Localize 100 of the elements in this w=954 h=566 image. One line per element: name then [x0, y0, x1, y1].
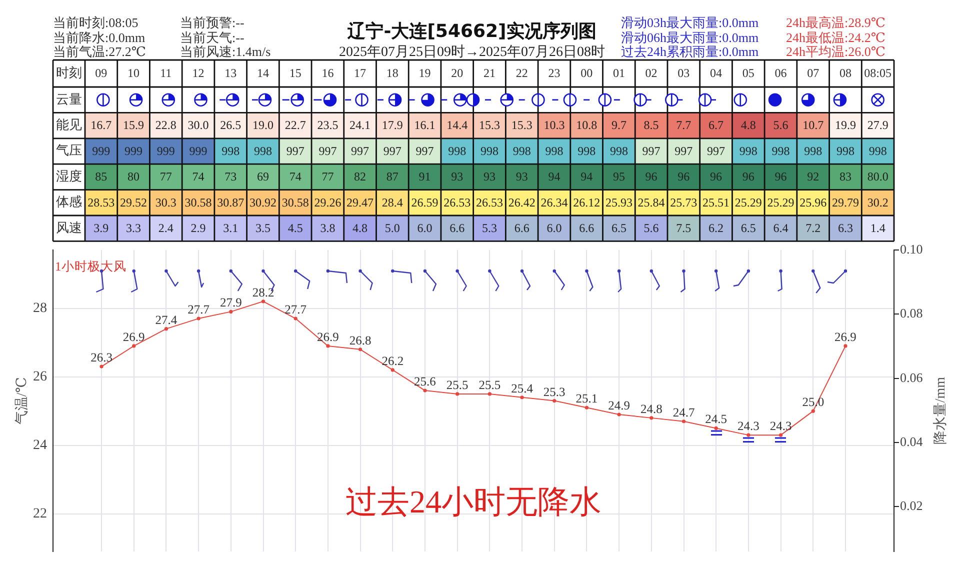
point: [229, 310, 233, 314]
data-label: 24.9: [608, 398, 630, 413]
data-label: 26.3: [90, 350, 112, 365]
point: [650, 416, 654, 420]
data-label: 95: [612, 170, 625, 184]
point: [294, 316, 298, 320]
data-label: 25.1: [576, 392, 598, 406]
data-label: 26.9: [317, 330, 339, 344]
point: [390, 368, 394, 372]
data-label: 6.7: [708, 118, 724, 132]
data-label: 997: [642, 144, 660, 158]
data-label: 74: [289, 170, 302, 184]
y-tick-label: 28: [33, 300, 47, 316]
data-label: 28.2: [252, 285, 274, 300]
data-label: 26.42: [508, 195, 536, 210]
data-label: 29.47: [346, 195, 374, 210]
data-label: 6.3: [838, 221, 853, 236]
data-label: 2.9: [190, 221, 206, 236]
point: [520, 396, 524, 400]
x-tick-label: 08: [839, 66, 852, 80]
point: [844, 344, 848, 348]
text: 当前降水:0.0mm: [53, 30, 146, 44]
x-tick-label: 18: [386, 66, 398, 80]
data-label: 26.5: [220, 118, 242, 132]
data-label: 3.5: [255, 221, 270, 236]
data-label: 999: [124, 144, 143, 158]
data-label: 6.6: [514, 221, 530, 236]
data-label: 998: [254, 144, 272, 158]
point: [746, 433, 750, 437]
data-label: 10.7: [802, 118, 824, 132]
data-label: 6.0: [417, 221, 432, 236]
data-label: 30.58: [282, 195, 309, 210]
data-label: 83: [839, 170, 852, 184]
annotation: 过去24小时无降水: [346, 483, 602, 520]
text: 当前气温:27.2℃: [53, 44, 146, 59]
data-label: 25.29: [767, 195, 794, 210]
y2-axis-title: 降水量/mm: [932, 376, 949, 445]
data-label: 998: [578, 144, 596, 158]
data-label: 997: [351, 144, 370, 158]
y2-tick-label: 0.06: [900, 370, 924, 385]
x-tick-label: 10: [128, 66, 140, 80]
data-label: 24.3: [738, 419, 760, 434]
data-label: 4.5: [288, 221, 303, 236]
data-label: 93: [451, 170, 464, 184]
data-label: 19.0: [252, 118, 274, 132]
y-tick-label: 能见: [56, 116, 82, 132]
data-label: 6.6: [450, 221, 465, 236]
x-tick-label: 08:05: [864, 66, 892, 80]
point: [456, 392, 460, 396]
data-label: 997: [318, 144, 337, 158]
data-label: 1.4: [870, 221, 886, 236]
data-label: 28.53: [88, 195, 115, 210]
y-tick-label: 24: [33, 438, 47, 454]
data-label: 26.53: [476, 195, 503, 210]
data-label: 73: [224, 170, 237, 184]
text: 当前预警:--: [180, 15, 244, 30]
data-label: 998: [772, 144, 790, 158]
data-label: 16.1: [414, 118, 436, 132]
y2-tick-label: 0.08: [900, 306, 923, 321]
text: 24h最低温:24.2℃: [786, 30, 886, 44]
y-tick-label: 体感: [56, 194, 82, 210]
point: [326, 344, 330, 348]
text: 当前时刻:08:05: [53, 15, 138, 30]
data-label: 9.7: [611, 118, 626, 132]
data-label: 80.0: [867, 170, 888, 184]
data-label: 998: [448, 144, 466, 158]
x-tick-label: 06: [774, 66, 787, 80]
data-label: 25.5: [446, 378, 468, 392]
x-tick-label: 16: [322, 66, 334, 80]
x-tick-label: 22: [516, 66, 528, 80]
data-label: 6.2: [708, 221, 724, 236]
data-label: 3.8: [320, 221, 336, 236]
data-label: 998: [545, 144, 564, 158]
data-label: 25.93: [605, 195, 632, 210]
data-label: 999: [189, 144, 208, 158]
text: 滑动03h最大雨量:0.0mm: [621, 15, 759, 30]
y2-tick-label: 0.04: [900, 434, 924, 449]
data-label: 85: [95, 170, 108, 184]
text: 24h最高温:28.9℃: [786, 15, 886, 30]
data-label: 77: [322, 170, 334, 184]
data-label: 26.53: [444, 195, 471, 210]
data-label: 74: [192, 170, 204, 184]
x-tick-label: 07: [807, 66, 820, 80]
data-label: 6.0: [546, 221, 562, 236]
data-label: 69: [256, 170, 269, 184]
data-label: 25.3: [543, 384, 566, 399]
y-axis-title: 气温/℃: [14, 377, 30, 425]
data-label: 25.51: [702, 195, 730, 210]
data-label: 2.4: [158, 221, 174, 236]
data-label: 6.5: [611, 221, 626, 236]
data-label: 6.4: [773, 221, 788, 236]
data-label: 998: [739, 144, 758, 158]
data-label: 5.6: [644, 221, 659, 236]
data-label: 30.87: [217, 195, 244, 210]
text: 24h平均温:26.0℃: [786, 44, 886, 59]
data-label: 998: [836, 144, 854, 158]
data-label: 5.6: [773, 118, 788, 132]
y2-tick-label: 0.10: [900, 241, 923, 256]
data-label: 24.8: [640, 402, 662, 416]
data-label: 25.96: [800, 195, 827, 210]
